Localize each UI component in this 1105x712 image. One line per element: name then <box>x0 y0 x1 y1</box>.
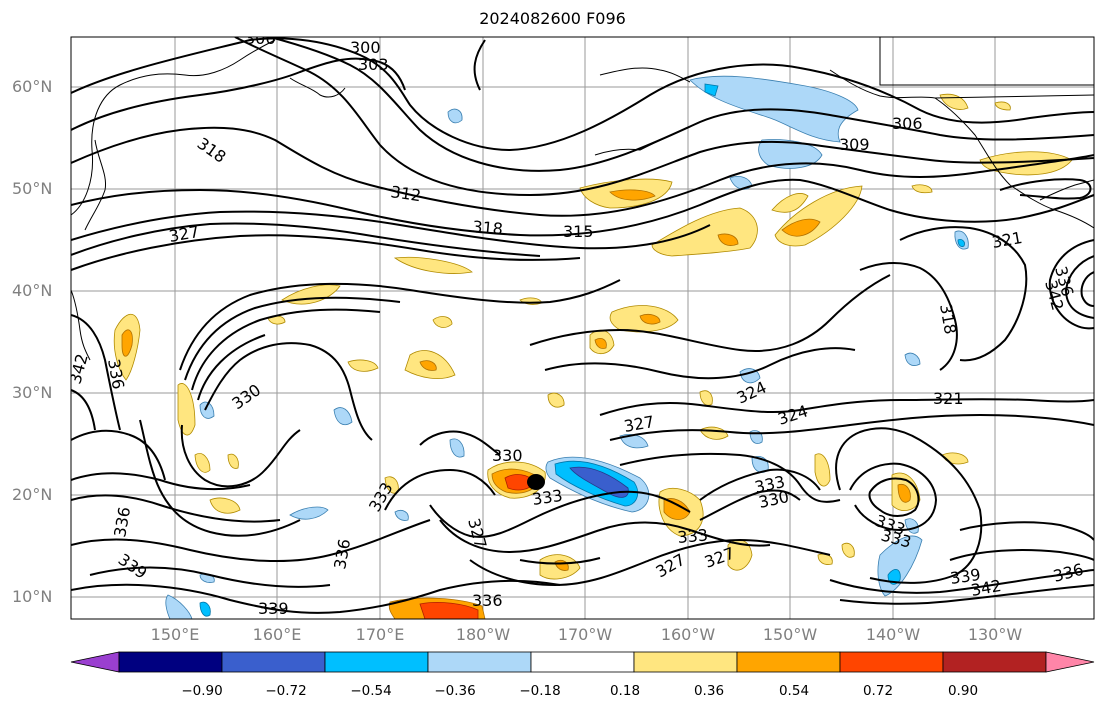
colorbar-tick-label: −0.90 <box>181 683 223 699</box>
contour-label: 306 <box>245 29 276 48</box>
lon-label: 170°W <box>557 625 613 644</box>
colorbar <box>70 651 1095 673</box>
colorbar-segment <box>118 651 223 673</box>
colorbar-segment <box>324 651 429 673</box>
colorbar-segment <box>633 651 738 673</box>
contour-label: 318 <box>472 217 504 239</box>
lon-label: 140°W <box>865 625 921 644</box>
lat-label: 50°N <box>12 179 53 198</box>
contour-label: 330 <box>492 446 523 465</box>
colorbar-tick-label: −0.18 <box>519 683 561 699</box>
colorbar-segment <box>221 651 326 673</box>
lat-label: 30°N <box>12 383 53 402</box>
lat-label: 10°N <box>12 587 53 606</box>
colorbar-tick-label: 0.54 <box>778 683 810 699</box>
colorbar-segment <box>942 651 1047 673</box>
graticule <box>71 37 1094 619</box>
shaded-anomaly-field <box>113 75 1073 619</box>
plot-frame <box>70 36 1095 620</box>
colorbar-tick-label: −0.54 <box>350 683 392 699</box>
contour-label: 300 <box>350 38 381 57</box>
colorbar-tick-label: −0.72 <box>265 683 307 699</box>
lon-label: 160°W <box>660 625 716 644</box>
theta-contours <box>71 37 1094 614</box>
colorbar-tick-label: 0.90 <box>947 683 979 699</box>
contour-label: 312 <box>389 182 422 205</box>
lat-label: 60°N <box>12 77 53 96</box>
lon-label: 150°E <box>150 625 200 644</box>
contour-label: 306 <box>892 114 923 133</box>
contour-label: 303 <box>358 55 389 74</box>
colorbar-segment <box>839 651 944 673</box>
colorbar-tick-label: 0.18 <box>609 683 641 699</box>
lon-label: 150°W <box>762 625 818 644</box>
colorbar-segment <box>427 651 532 673</box>
colorbar-tick-label: 0.36 <box>693 683 725 699</box>
lon-label: 160°E <box>252 625 302 644</box>
map-plot-area: 306 300 303 318 312 327 318 315 309 306 … <box>71 29 1094 619</box>
contour-label: 321 <box>933 389 964 408</box>
colorbar-segment <box>530 651 635 673</box>
lat-label: 40°N <box>12 281 53 300</box>
colorbar-tick-label: −0.36 <box>434 683 476 699</box>
chart-title: 2024082600 F096 <box>479 9 626 28</box>
contour-label: 339 <box>949 565 982 588</box>
colorbar-tick-label: 0.72 <box>862 683 894 699</box>
lat-label: 20°N <box>12 485 53 504</box>
colorbar-extend-min <box>70 651 120 673</box>
contour-label: 333 <box>531 486 564 509</box>
lon-label: 130°W <box>967 625 1023 644</box>
contour-label: 315 <box>563 222 594 241</box>
lon-label: 170°E <box>355 625 405 644</box>
colorbar-extend-max <box>1045 651 1095 673</box>
contour-label: 339 <box>258 599 289 618</box>
contour-label: 336 <box>472 591 503 610</box>
lon-label: 180°W <box>455 625 511 644</box>
colorbar-segment <box>736 651 841 673</box>
contour-label: 333 <box>677 525 709 547</box>
contour-label: 309 <box>839 135 870 154</box>
